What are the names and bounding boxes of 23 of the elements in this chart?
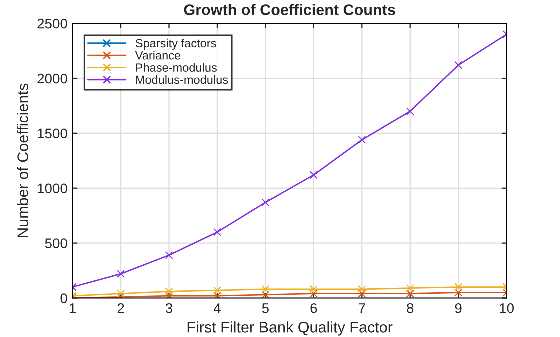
y-tick-label: 2500 <box>38 18 68 29</box>
legend-label: Modulus-modulus <box>136 75 228 84</box>
y-tick-label: 1000 <box>38 184 68 194</box>
x-tick-label: 7 <box>358 304 366 314</box>
y-tick-label: 0 <box>60 294 68 304</box>
y-axis-title: Number of Coefficients <box>17 84 28 238</box>
legend-label: Sparsity factors <box>136 38 216 50</box>
x-tick-label: 5 <box>262 304 269 314</box>
x-tick-label: 4 <box>214 304 221 314</box>
y-tick-label: 1500 <box>38 128 68 139</box>
y-tick-label: 500 <box>45 238 68 248</box>
chart-title: Growth of Coefficient Counts <box>184 4 396 16</box>
x-tick-label: 8 <box>407 303 414 314</box>
x-tick-label: 6 <box>310 303 318 314</box>
x-tick-label: 2 <box>118 303 124 314</box>
legend-label: Variance <box>135 51 181 60</box>
x-tick-label: 9 <box>455 303 462 314</box>
x-axis-title: First Filter Bank Quality Factor <box>188 322 393 336</box>
y-tick-label: 2000 <box>38 74 68 84</box>
legend-label: Phase-modulus <box>136 63 217 72</box>
x-tick-label: 10 <box>500 303 514 314</box>
x-tick-label: 3 <box>166 303 172 314</box>
x-tick-label: 1 <box>70 304 76 314</box>
